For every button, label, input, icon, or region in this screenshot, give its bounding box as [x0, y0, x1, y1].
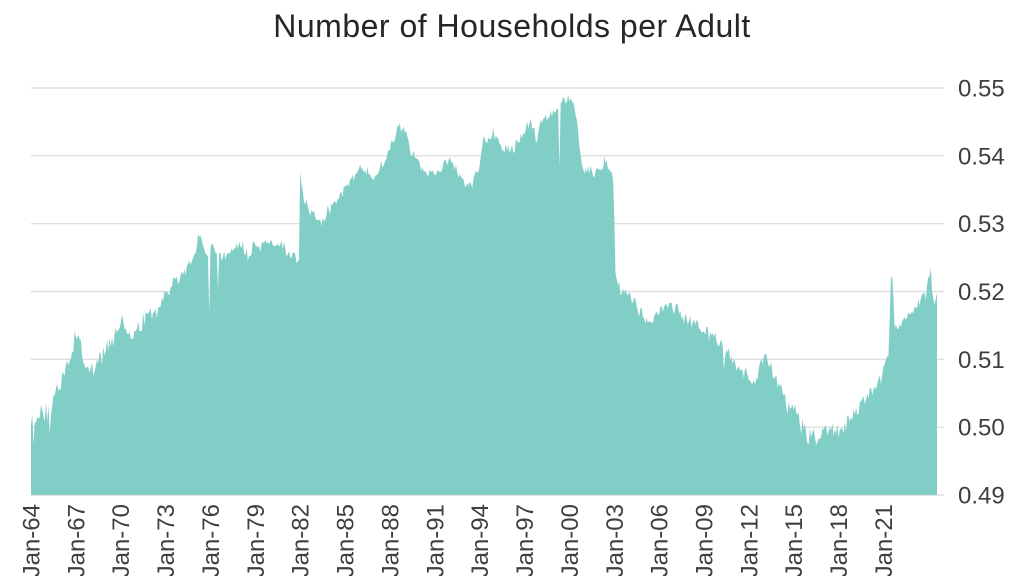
x-tick-label: Jan-00: [557, 504, 584, 576]
x-tick-label: Jan-12: [736, 504, 763, 576]
x-tick-label: Jan-73: [153, 504, 180, 576]
x-tick-label: Jan-97: [512, 504, 539, 576]
x-tick-label: Jan-85: [333, 504, 360, 576]
x-axis-labels: Jan-64 Jan-67 Jan-70 Jan-73 Jan-76 Jan-79 Jan-…: [19, 504, 899, 576]
x-tick-label: Jan-15: [781, 504, 808, 576]
chart-title: Number of Households per Adult: [273, 8, 751, 44]
x-tick-label: Jan-76: [198, 504, 225, 576]
x-tick-label: Jan-79: [243, 504, 270, 576]
x-tick-label: Jan-09: [692, 504, 719, 576]
x-tick-label: Jan-06: [647, 504, 674, 576]
x-tick-label: Jan-82: [288, 504, 315, 576]
y-tick-label: 0.55: [958, 76, 1005, 103]
x-tick-label: Jan-94: [467, 504, 494, 576]
x-tick-label: Jan-21: [871, 504, 898, 576]
x-tick-label: Jan-70: [108, 504, 135, 576]
x-tick-label: Jan-03: [602, 504, 629, 576]
y-axis-labels: 0.49 0.50 0.51 0.52 0.53 0.54 0.55: [958, 76, 1005, 510]
y-tick-label: 0.52: [958, 279, 1005, 306]
x-tick-label: Jan-91: [422, 504, 449, 576]
x-tick-label: Jan-18: [826, 504, 853, 576]
series-area: [31, 94, 937, 495]
x-tick-label: Jan-88: [377, 504, 404, 576]
x-tick-label: Jan-64: [19, 504, 46, 576]
y-tick-label: 0.54: [958, 143, 1005, 170]
x-tick-label: Jan-67: [63, 504, 90, 576]
y-tick-label: 0.53: [958, 211, 1005, 238]
y-tick-label: 0.51: [958, 347, 1005, 374]
y-tick-label: 0.49: [958, 483, 1005, 510]
y-tick-label: 0.50: [958, 415, 1005, 442]
